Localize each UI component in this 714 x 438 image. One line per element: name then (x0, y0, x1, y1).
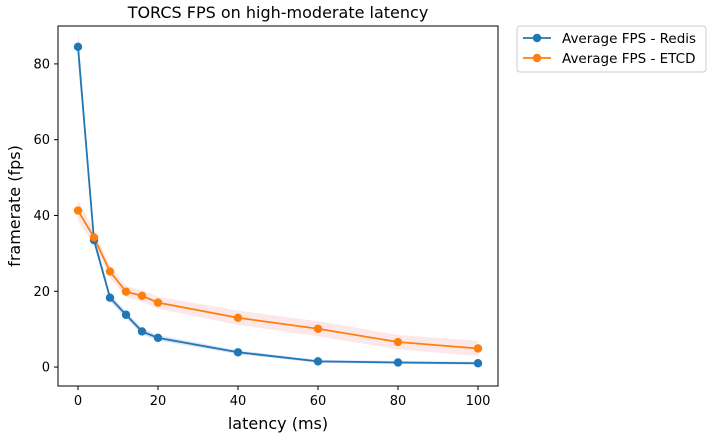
y-tick-label-4: 80 (33, 57, 50, 72)
data-point-0-3 (121, 310, 131, 319)
y-tick-label-3: 60 (33, 133, 50, 148)
confidence-band-0 (78, 31, 478, 365)
y-axis-label: framerate (fps) (5, 145, 24, 267)
y-tick-label-1: 20 (33, 285, 50, 300)
data-point-0-9 (473, 359, 483, 368)
series-line-0 (77, 46, 479, 365)
legend-label-0: Average FPS - Redis (562, 31, 696, 47)
confidence-band-1 (78, 199, 478, 357)
data-point-1-5 (153, 298, 163, 307)
x-tick-label-2: 40 (230, 394, 247, 409)
y-tick-label-2: 40 (33, 209, 50, 224)
data-point-1-0 (73, 206, 83, 215)
chart-title: TORCS FPS on high-moderate latency (127, 3, 429, 22)
y-axis-ticks: 0 20 40 60 80 (33, 57, 58, 376)
data-point-0-8 (393, 358, 403, 367)
x-tick-label-1: 20 (150, 394, 167, 409)
x-tick-label-4: 80 (390, 394, 407, 409)
legend-frame (516, 25, 707, 73)
data-point-1-4 (137, 291, 147, 301)
data-point-0-4 (137, 327, 147, 336)
series-lines (77, 46, 479, 365)
y-tick-label-0: 0 (42, 361, 50, 376)
x-tick-label-0: 0 (74, 394, 82, 409)
data-point-1-7 (313, 324, 323, 333)
x-tick-label-3: 60 (310, 394, 327, 409)
x-axis-ticks: 0 20 40 60 80 100 (74, 386, 491, 409)
plot-area-frame (57, 25, 499, 387)
x-axis-label: latency (ms) (228, 414, 328, 433)
confidence-bands (78, 31, 478, 365)
legend-marker-0 (532, 33, 542, 43)
data-point-1-1 (89, 233, 99, 242)
data-point-0-0 (73, 42, 83, 52)
data-point-0-5 (153, 333, 163, 343)
data-point-0-6 (233, 348, 243, 357)
data-point-1-2 (105, 267, 115, 276)
data-point-1-8 (393, 337, 403, 347)
data-point-1-6 (233, 313, 243, 322)
series-points (73, 42, 483, 368)
series-line-1 (77, 210, 479, 350)
data-point-1-3 (121, 287, 131, 296)
legend: Average FPS - Redis Average FPS - ETCD (516, 25, 707, 73)
legend-label-1: Average FPS - ETCD (562, 51, 695, 67)
legend-items: Average FPS - Redis Average FPS - ETCD (523, 31, 696, 67)
legend-marker-1 (532, 53, 542, 63)
data-point-0-2 (105, 293, 115, 302)
data-point-0-7 (313, 357, 323, 366)
data-point-1-9 (473, 344, 483, 353)
x-tick-label-5: 100 (466, 394, 491, 409)
